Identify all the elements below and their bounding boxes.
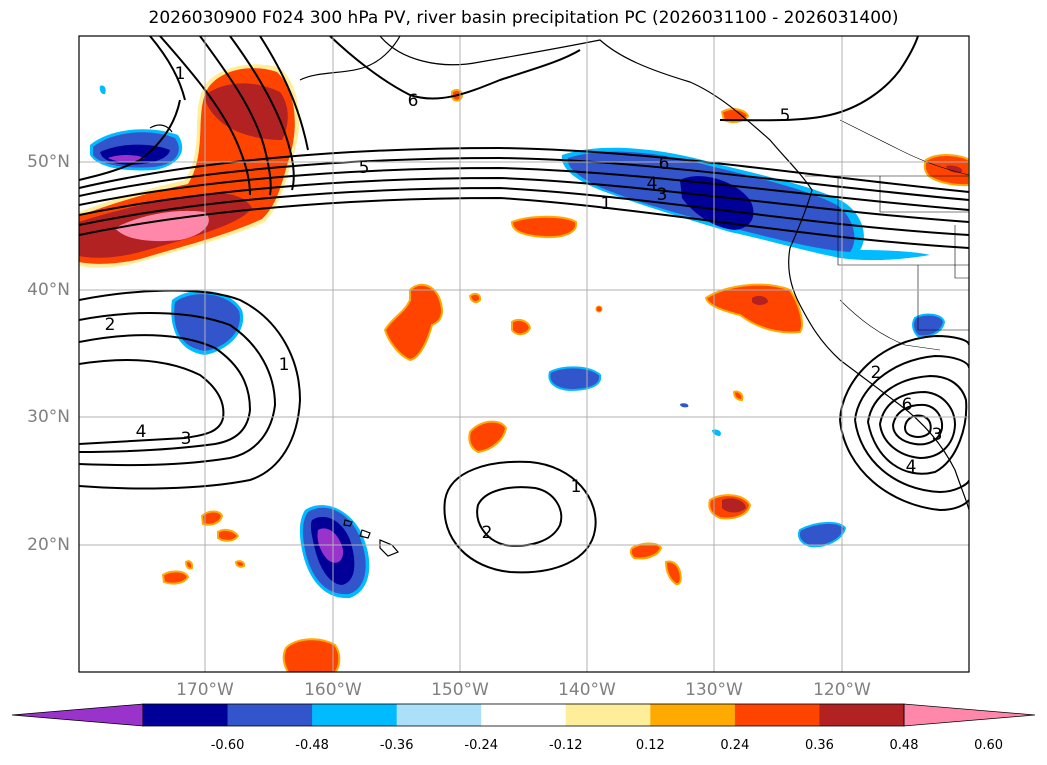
colorbar-tick-label: 0.24 (720, 738, 750, 753)
gridlines (79, 36, 969, 672)
contour-label: 4 (647, 174, 658, 194)
pv-contours (79, 36, 969, 574)
contour-label: 2 (871, 363, 882, 383)
contour-label: 2 (482, 523, 493, 543)
contour-label: 4 (906, 457, 917, 477)
map-title: 2026030900 F024 300 hPa PV, river basin … (148, 8, 899, 28)
contour-label: 5 (780, 106, 791, 126)
coastlines (149, 36, 969, 557)
negative-anomaly-central (548, 366, 602, 392)
colorbar-tick-label: 0.12 (635, 738, 665, 753)
lat-label: 40°N (27, 280, 70, 300)
contour-label: 6 (902, 395, 913, 415)
lat-label: 20°N (27, 535, 70, 555)
colorbar-tick-label: 0.48 (889, 738, 919, 753)
contour-label: 4 (136, 422, 147, 442)
contour-label: 5 (359, 158, 370, 178)
lon-label: 150°W (431, 680, 489, 700)
negative-anomaly-baja (797, 522, 847, 548)
colorbar-cell (481, 704, 567, 726)
alaska-coast (379, 36, 969, 511)
colorbar-tick-label: -0.24 (464, 738, 499, 753)
colorbar-tick-label: 0.60 (974, 738, 1004, 753)
colorbar-cell (565, 704, 651, 726)
lat-label: 30°N (27, 407, 70, 427)
negative-anomaly-nevada (912, 313, 946, 338)
lon-label: 120°W (813, 680, 871, 700)
contour-labels: 1 6 5 5 6 4 3 1 2 1 4 3 1 2 2 6 4 3 (105, 64, 943, 543)
colorbar-cell (312, 704, 398, 726)
contour-label: 3 (657, 185, 668, 205)
lat-label: 50°N (27, 152, 70, 172)
lon-label: 140°W (558, 680, 616, 700)
contour-label: 1 (279, 355, 290, 375)
colorbar-tick-label: -0.60 (210, 738, 245, 753)
colorbar-cell (227, 704, 313, 726)
lon-label: 130°W (685, 680, 743, 700)
colorbar-max-arrow (903, 703, 1036, 727)
colorbar-cell (650, 704, 736, 726)
colorbar-tick-label: 0.36 (804, 738, 834, 753)
contour-label: 1 (601, 194, 612, 214)
colorbar-tick-label: -0.36 (379, 738, 414, 753)
lon-label: 170°W (176, 680, 234, 700)
colorbar-cell (734, 704, 820, 726)
contour-label: 6 (659, 154, 670, 174)
colorbar-min-arrow (11, 703, 144, 727)
contour-label: 3 (181, 429, 192, 449)
colorbar-cell (819, 704, 905, 726)
map-frame (78, 35, 970, 673)
colorbar-cell (396, 704, 482, 726)
positive-anomaly-small (161, 88, 969, 672)
colorbar-cell (143, 704, 229, 726)
negative-anomaly-hawaii (299, 505, 370, 599)
contour-label: 2 (105, 315, 116, 335)
colorbar (11, 703, 1036, 727)
negative-anomaly-northwest (90, 129, 183, 171)
contour-label: 6 (408, 91, 419, 111)
positive-anomaly-strong (722, 165, 963, 513)
lon-label: 160°W (304, 680, 362, 700)
contour-label: 1 (571, 477, 582, 497)
colorbar-tick-label: -0.12 (548, 738, 583, 753)
contour-label: 3 (932, 425, 943, 445)
colorbar-tick-label: -0.48 (295, 738, 329, 753)
borders (805, 119, 969, 351)
contour-label: 1 (175, 64, 186, 84)
